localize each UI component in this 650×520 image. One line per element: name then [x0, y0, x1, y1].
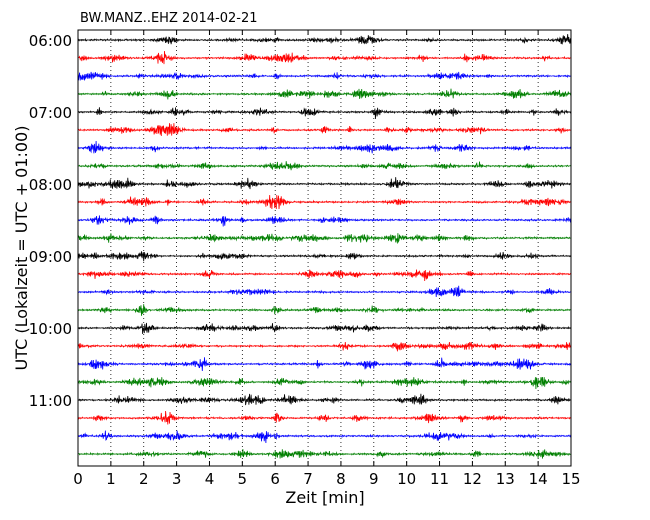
trace-row-0945 [77, 304, 572, 316]
trace-row-1100 [77, 393, 572, 406]
trace-row-0815 [77, 194, 572, 210]
y-tick-label-0900: 09:00 [29, 248, 72, 266]
y-tick-label-0700: 07:00 [29, 104, 72, 122]
x-tick-label-3: 3 [172, 470, 182, 488]
x-tick-label-13: 13 [496, 470, 515, 488]
trace-row-0830 [78, 215, 572, 227]
x-tick-label-5: 5 [238, 470, 248, 488]
x-tick-label-7: 7 [303, 470, 313, 488]
trace-row-0645 [77, 88, 572, 100]
x-tick-label-9: 9 [369, 470, 379, 488]
x-axis-label: Zeit [min] [0, 488, 650, 507]
trace-row-0745 [77, 161, 572, 171]
y-tick-label-0800: 08:00 [29, 176, 72, 194]
trace-row-1045 [77, 376, 572, 390]
x-tick-label-10: 10 [397, 470, 416, 488]
seismic-traces [77, 34, 572, 459]
trace-row-0630 [77, 71, 572, 81]
x-tick-label-6: 6 [270, 470, 280, 488]
y-axis-label: UTC (Lokalzeit = UTC + 01:00) [12, 125, 31, 371]
trace-row-0700 [77, 107, 572, 120]
trace-row-1030 [77, 357, 572, 372]
trace-row-1015 [77, 341, 572, 352]
chart-title: BW.MANZ..EHZ 2014-02-21 [80, 11, 258, 26]
trace-row-0900 [77, 251, 572, 262]
plot-area-background [78, 30, 571, 466]
minute-gridlines [110, 30, 539, 466]
trace-row-0930 [77, 285, 572, 298]
x-tick-label-1: 1 [106, 470, 116, 488]
trace-row-0615 [77, 50, 572, 65]
x-tick-label-14: 14 [529, 470, 548, 488]
trace-row-1000 [77, 322, 572, 334]
x-tick-label-2: 2 [139, 470, 149, 488]
trace-row-0800 [77, 177, 572, 190]
y-tick-label-1100: 11:00 [29, 392, 72, 410]
y-tick-label-1000: 10:00 [29, 320, 72, 338]
x-tick-label-4: 4 [205, 470, 215, 488]
x-tick-label-8: 8 [336, 470, 346, 488]
trace-row-0715 [77, 123, 572, 137]
y-tick-label-0600: 06:00 [29, 32, 72, 50]
x-tick-label-15: 15 [561, 470, 580, 488]
trace-row-1130 [77, 430, 572, 444]
x-tick-label-12: 12 [463, 470, 482, 488]
x-tick-label-0: 0 [73, 470, 83, 488]
trace-row-0915 [77, 269, 572, 282]
trace-row-1115 [77, 410, 572, 425]
x-axis-label-text: Zeit [min] [285, 488, 365, 507]
plot-frame [77, 29, 572, 467]
trace-row-0600 [77, 34, 572, 45]
x-tick-label-11: 11 [430, 470, 449, 488]
trace-row-0845 [77, 233, 572, 244]
y-axis-ticks: 06:00 07:00 08:00 09:00 10:00 11:00 [29, 32, 571, 410]
trace-row-1145 [77, 449, 572, 459]
trace-row-0730 [77, 140, 572, 154]
